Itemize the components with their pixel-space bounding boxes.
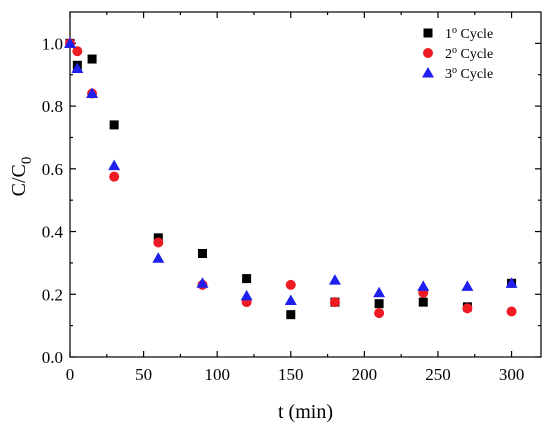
data-point bbox=[64, 37, 76, 48]
points-layer bbox=[64, 37, 518, 320]
x-tick-label: 200 bbox=[352, 365, 378, 384]
data-point bbox=[462, 303, 473, 314]
series-3 bbox=[64, 37, 518, 306]
legend-label: 1o Cycle bbox=[445, 25, 493, 42]
x-tick-label: 250 bbox=[425, 365, 451, 384]
data-point bbox=[285, 279, 296, 290]
axis-titles: t (min) C/C0 bbox=[8, 157, 333, 423]
data-point bbox=[284, 294, 297, 306]
x-axis-title: t (min) bbox=[278, 401, 333, 423]
data-point bbox=[108, 159, 121, 171]
x-tick-label: 300 bbox=[499, 365, 525, 384]
legend: 1o Cycle 2o Cycle 3o Cycle bbox=[422, 25, 493, 82]
data-point bbox=[240, 289, 253, 301]
legend-marker bbox=[423, 28, 433, 38]
data-point bbox=[417, 280, 430, 291]
data-point bbox=[418, 297, 428, 307]
data-point bbox=[373, 286, 386, 298]
data-point bbox=[328, 274, 341, 285]
y-tick-label: 0.8 bbox=[42, 97, 63, 116]
legend-marker bbox=[423, 48, 433, 58]
data-point bbox=[505, 277, 518, 288]
data-point bbox=[286, 310, 296, 320]
axes-layer: 0 50 100 150 200 250 300 0.0 0.2 0.4 0.6 0.8 1.0 bbox=[42, 11, 542, 384]
data-point bbox=[196, 277, 209, 288]
x-tick-label: 100 bbox=[204, 365, 230, 384]
data-point bbox=[506, 306, 517, 317]
legend-label: 2o Cycle bbox=[445, 45, 493, 62]
y-tick-label: 0.2 bbox=[42, 285, 63, 304]
data-point bbox=[86, 87, 99, 99]
data-point bbox=[374, 299, 384, 309]
data-point bbox=[72, 46, 83, 57]
y-tick-label: 0.6 bbox=[42, 160, 63, 179]
data-point bbox=[461, 280, 474, 291]
data-point bbox=[374, 308, 385, 319]
data-point bbox=[153, 237, 164, 248]
data-point bbox=[87, 54, 97, 64]
legend-label: 3o Cycle bbox=[445, 65, 493, 82]
data-point bbox=[109, 120, 119, 130]
y-tick-label: 0.0 bbox=[42, 348, 63, 367]
y-tick-label: 0.4 bbox=[42, 223, 64, 242]
data-point bbox=[109, 171, 120, 182]
data-point bbox=[152, 252, 165, 263]
y-tick-label: 1.0 bbox=[42, 34, 63, 53]
data-point bbox=[242, 274, 252, 284]
y-axis-title: C/C0 bbox=[8, 157, 35, 197]
data-point bbox=[71, 62, 84, 73]
legend-marker bbox=[422, 67, 434, 78]
x-tick-label: 50 bbox=[135, 365, 152, 384]
x-tick-label: 0 bbox=[66, 365, 75, 384]
x-tick-label: 150 bbox=[278, 365, 304, 384]
data-point bbox=[197, 249, 207, 258]
plot-frame bbox=[69, 11, 542, 358]
data-point bbox=[329, 297, 340, 308]
